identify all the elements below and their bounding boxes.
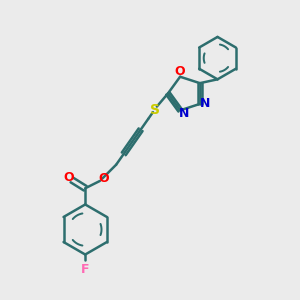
Text: N: N xyxy=(200,98,210,110)
Text: N: N xyxy=(178,107,189,120)
Text: O: O xyxy=(63,171,74,184)
Text: S: S xyxy=(150,103,160,117)
Text: O: O xyxy=(98,172,109,185)
Text: F: F xyxy=(81,263,89,276)
Text: O: O xyxy=(175,65,185,78)
